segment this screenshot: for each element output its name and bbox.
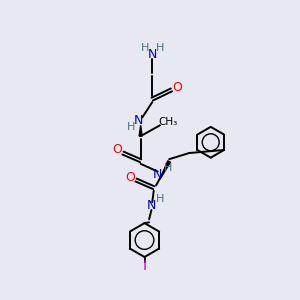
Text: H: H (164, 164, 172, 173)
Text: N: N (134, 114, 143, 127)
Text: N: N (147, 199, 156, 212)
Text: CH₃: CH₃ (158, 117, 177, 127)
Text: H: H (141, 43, 149, 53)
Polygon shape (139, 125, 142, 136)
Text: N: N (148, 48, 157, 61)
Polygon shape (160, 161, 170, 179)
Text: H: H (156, 194, 164, 204)
Text: O: O (112, 143, 122, 157)
Text: O: O (172, 81, 182, 94)
Text: H: H (127, 122, 135, 132)
Text: N: N (153, 168, 162, 181)
Text: H: H (156, 43, 164, 53)
Text: O: O (125, 171, 135, 184)
Text: I: I (142, 259, 146, 273)
